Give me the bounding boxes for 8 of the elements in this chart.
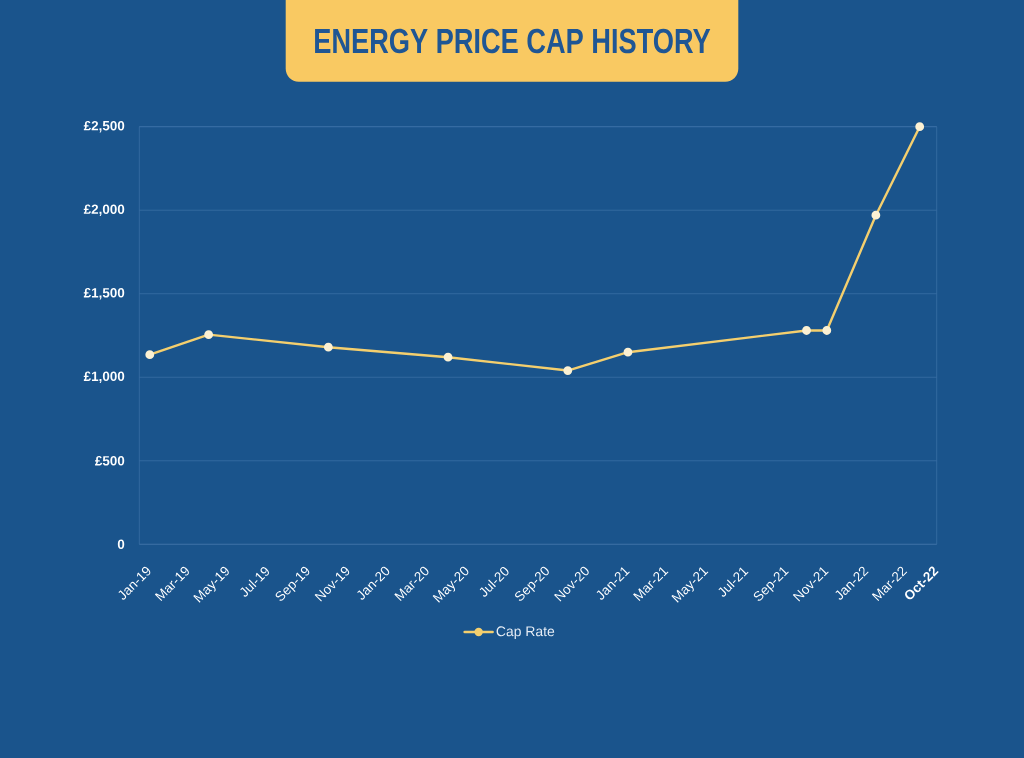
chart-title: ENERGY PRICE CAP HISTORY: [315, 28, 711, 54]
y-tick-label: £1,000: [83, 371, 125, 383]
y-tick-label: £500: [95, 456, 125, 466]
y-tick-label: £1,500: [83, 287, 125, 300]
y-tick-label: £2,500: [83, 120, 125, 133]
legend-label: Cap Rate: [496, 626, 555, 639]
y-tick-label: 0: [117, 539, 125, 550]
y-tick-label: £2,000: [83, 204, 125, 216]
